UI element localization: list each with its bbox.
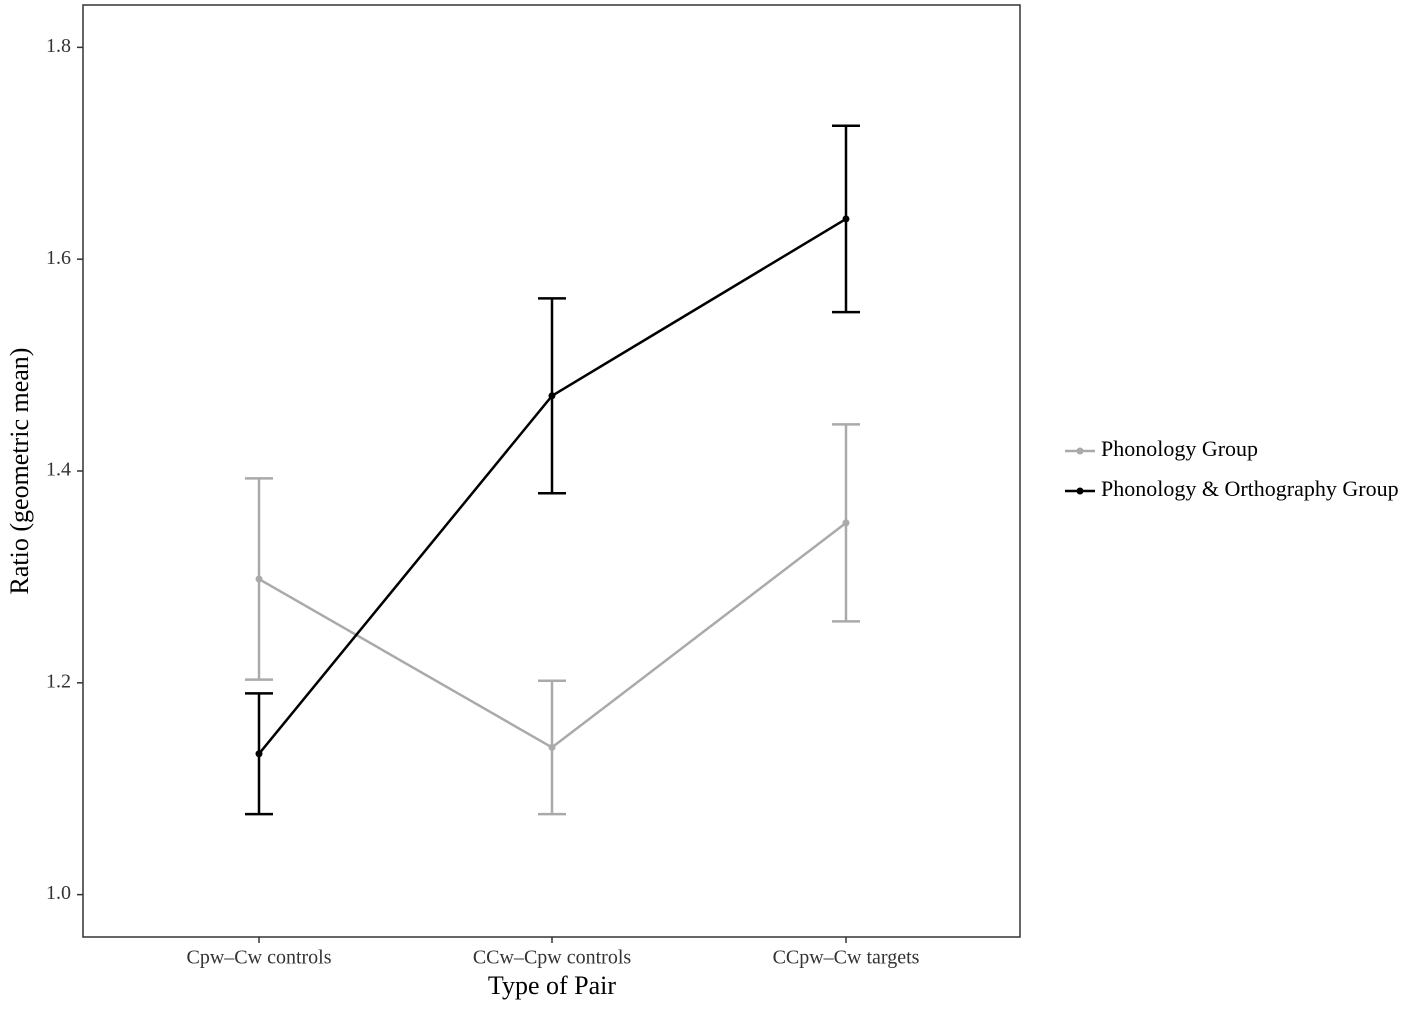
legend-key-point [1076,447,1084,455]
point [842,519,850,527]
y-tick-label: 1.8 [46,35,71,57]
x-axis-title: Type of Pair [488,971,616,1000]
legend-label: Phonology Group [1101,436,1258,461]
point [842,215,850,223]
y-tick-label: 1.2 [46,670,71,692]
point [548,743,556,751]
y-tick-label: 1.6 [46,247,71,269]
legend-label: Phonology & Orthography Group [1101,476,1399,501]
point [255,575,263,583]
point [548,392,556,400]
y-axis-title: Ratio (geometric mean) [5,348,34,595]
x-tick-label: Cpw–Cw controls [187,947,332,969]
x-tick-label: CCpw–Cw targets [773,947,920,969]
y-tick-label: 1.4 [46,459,71,481]
y-tick-label: 1.0 [46,882,71,904]
point [255,750,263,758]
legend-key-point [1076,487,1084,495]
x-tick-label: CCw–Cpw controls [473,947,632,969]
